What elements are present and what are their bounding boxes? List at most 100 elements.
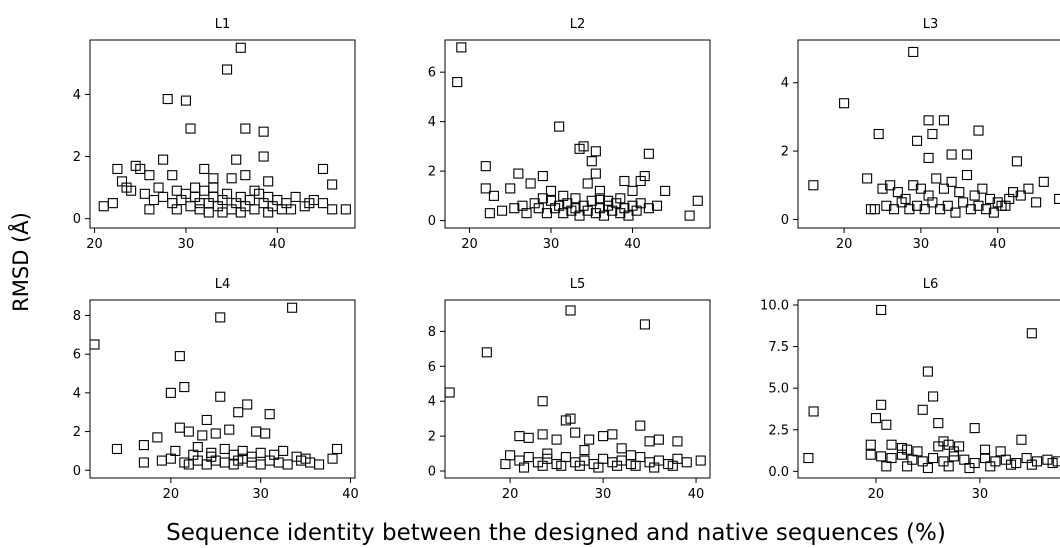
data-point [667,460,678,471]
y-tick-label: 2 [781,145,789,160]
data-point [931,173,942,184]
data-point [484,208,495,219]
y-tick-label: 2 [428,165,436,180]
data-point [594,185,605,196]
data-point [171,204,182,215]
data-point [144,170,155,181]
data-point [201,414,212,426]
data-point [923,190,934,201]
data-point [651,200,663,211]
data-point [537,193,548,204]
panel-l1: L1 20 30 40 0 2 4 [73,17,356,252]
data-point [1008,187,1019,198]
data-point [560,415,571,426]
x-tick-label: 40 [688,487,705,502]
y-tick-label: 4 [73,386,81,401]
data-point [977,183,988,194]
y-tick-label: 0 [781,213,789,228]
data-point [886,439,897,450]
data-point [514,431,525,442]
data-point [203,207,214,218]
data-point [242,399,253,410]
data-point [445,387,455,398]
data-point [185,201,196,212]
x-tick-label: 40 [342,487,359,502]
data-point [215,312,226,323]
data-point [995,446,1006,457]
data-point [500,458,511,470]
data-point [480,161,491,172]
data-point [570,427,581,438]
data-point [138,457,149,468]
data-point [598,453,609,464]
data-point [258,151,269,162]
data-point [194,198,205,209]
data-point [258,126,269,137]
data-point [165,453,176,464]
data-point [1023,183,1034,194]
data-point [985,461,996,472]
data-point [942,200,953,211]
plot-frame [89,39,356,229]
data-point [865,439,876,450]
data-point [537,396,548,407]
data-point [904,204,915,215]
data-point [969,190,980,201]
markers-l4 [90,302,343,470]
data-point [881,461,892,472]
markers-l3 [808,46,1060,218]
data-point [839,98,850,109]
data-point [317,198,329,209]
y-tick-label: 0.0 [768,465,789,480]
markers-l6 [803,304,1060,474]
data-point [590,146,601,157]
data-point [943,439,954,450]
data-point [158,191,169,202]
data-point [90,339,100,350]
panel-title: L1 [215,17,231,32]
data-point [314,459,325,470]
data-point [961,169,973,181]
data-point [235,42,246,53]
data-point [1031,197,1042,208]
data-point [235,207,246,218]
data-point [1021,452,1032,464]
data-point [808,406,819,417]
data-point [199,163,210,175]
data-point [961,149,973,160]
data-point [862,173,873,184]
x-tick-label: 40 [269,237,286,252]
data-point [969,423,980,434]
data-point [938,436,949,447]
data-point [152,432,163,443]
data-point [876,304,887,316]
y-tick-label: 2.5 [768,423,789,438]
y-tick-label: 6 [428,66,436,81]
plot-frame [89,299,356,479]
data-point [167,170,178,181]
data-point [190,182,201,193]
data-point [138,440,149,451]
x-tick-label: 20 [461,237,478,252]
data-point [179,382,190,393]
data-point [497,205,508,216]
data-point [627,185,638,196]
data-point [174,351,185,362]
y-tick-label: 8 [73,309,81,324]
panel-l6: L6 20 30 0.0 2.5 5.0 7.5 10.0 [760,277,1060,502]
data-point [1047,457,1058,469]
data-point [264,409,275,420]
data-point [290,191,301,202]
markers-l2 [452,42,703,221]
data-point [513,168,524,179]
data-point [1042,454,1053,465]
x-tick-label: 20 [502,487,519,502]
data-point [912,446,923,457]
data-point [692,195,703,206]
panel-title: L5 [570,277,586,292]
x-tick-label: 30 [913,237,930,252]
data-point [695,455,706,466]
data-point [327,179,338,190]
data-point [992,197,1003,208]
